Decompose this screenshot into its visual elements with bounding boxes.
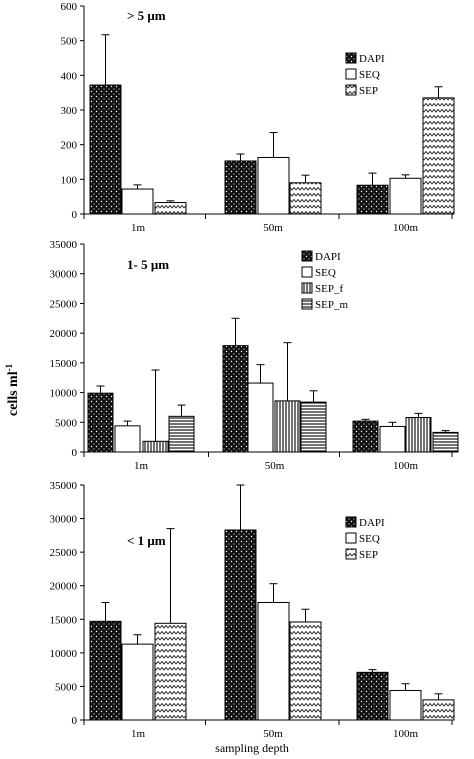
bar-seq-100m <box>389 177 422 215</box>
panel-title: 1- 5 μm <box>127 257 169 272</box>
bar-dapi-1m <box>87 392 114 453</box>
y-tick-label: 400 <box>61 70 78 82</box>
y-tick-label: 10000 <box>50 388 78 400</box>
y-tick-label: 500 <box>61 36 78 48</box>
bar-sep-m-50m <box>300 401 327 453</box>
y-tick-label: 20000 <box>50 328 78 340</box>
panel-1: 0 100 200 300 400 500 600 1m 50m 100m > 5 μm DAPI SE… <box>61 1 455 234</box>
legend-swatch <box>301 250 313 262</box>
bar-dapi-100m <box>356 671 389 721</box>
bar-dapi-50m <box>222 345 249 453</box>
y-tick-label: 35000 <box>50 480 78 492</box>
x-category-label: 50m <box>263 728 283 740</box>
legend-swatch <box>345 52 357 64</box>
bar-dapi-1m <box>89 620 122 721</box>
legend-swatch <box>345 84 357 96</box>
x-category-label: 100m <box>393 222 419 234</box>
legend-swatch <box>301 266 313 278</box>
y-tick-label: 15000 <box>50 358 78 370</box>
y-tick-label: 0 <box>72 209 78 221</box>
y-tick-label: 25000 <box>50 298 78 310</box>
panel-title: > 5 μm <box>127 8 166 23</box>
y-axis-label-main: cells ml <box>6 371 21 416</box>
y-tick-label: 30000 <box>50 514 78 526</box>
legend-swatch <box>345 516 357 528</box>
x-category-label: 50m <box>263 222 283 234</box>
bar-seq-1m <box>114 425 141 453</box>
legend-label: SEQ <box>315 267 336 279</box>
bar-seq-1m <box>121 643 154 721</box>
legend-label: SEQ <box>359 533 380 545</box>
x-category-label: 50m <box>265 460 285 472</box>
x-category-label: 100m <box>393 728 419 740</box>
legend-swatch <box>301 298 313 310</box>
legend-swatch <box>345 68 357 80</box>
legend-swatch <box>345 532 357 544</box>
legend-label: DAPI <box>315 251 341 263</box>
legend-swatch <box>345 548 357 560</box>
legend-label: DAPI <box>359 53 385 65</box>
bar-sep-f-100m <box>405 417 432 453</box>
panel-title: < 1 μm <box>127 533 166 548</box>
y-tick-label: 10000 <box>50 648 78 660</box>
x-axis-label: sampling depth <box>215 741 289 755</box>
legend-label: SEQ <box>359 69 380 81</box>
bar-seq-50m <box>247 382 274 453</box>
y-tick-label: 5000 <box>55 417 78 429</box>
bar-sep-f-50m <box>274 400 301 453</box>
bar-sep-100m <box>422 699 455 721</box>
bar-sep-50m <box>289 182 322 215</box>
x-category-label: 1m <box>131 728 146 740</box>
y-tick-label: 30000 <box>50 269 78 281</box>
y-tick-label: 100 <box>61 174 78 186</box>
legend-label: SEP_m <box>315 299 348 311</box>
bar-seq-50m <box>257 156 290 215</box>
bar-sep-50m <box>289 621 322 721</box>
legend-label: SEP <box>359 549 378 561</box>
legend-label: SEP_f <box>315 283 343 295</box>
y-axis-label: cells ml-1 <box>4 363 21 416</box>
bar-sep-m-100m <box>432 431 459 453</box>
x-category-label: 1m <box>134 460 149 472</box>
legend-label: SEP <box>359 85 378 97</box>
y-axis-label-superscript: -1 <box>4 363 14 371</box>
y-tick-label: 35000 <box>50 239 78 251</box>
bar-dapi-50m <box>224 529 257 721</box>
y-tick-label: 300 <box>61 105 78 117</box>
y-tick-label: 0 <box>72 447 78 459</box>
bar-dapi-50m <box>224 160 257 215</box>
y-tick-label: 25000 <box>50 547 78 559</box>
legend-swatch <box>301 282 313 294</box>
bar-dapi-1m <box>89 84 122 215</box>
bar-dapi-100m <box>352 420 379 453</box>
y-tick-label: 600 <box>61 1 78 13</box>
x-category-label: 100m <box>393 460 419 472</box>
bar-seq-100m <box>389 689 422 721</box>
bar-sep-f-1m <box>142 440 169 453</box>
bar-dapi-100m <box>356 184 389 215</box>
y-tick-label: 5000 <box>55 681 78 693</box>
x-category-label: 1m <box>131 222 146 234</box>
y-tick-label: 200 <box>61 140 78 152</box>
bar-seq-1m <box>121 188 154 215</box>
bar-sep-m-1m <box>168 415 195 453</box>
panel-3: 0 5000 10000 15000 20000 25000 30000 35000 1m 50m… <box>50 480 455 740</box>
bar-seq-50m <box>257 602 290 721</box>
y-tick-label: 15000 <box>50 614 78 626</box>
bar-sep-1m <box>154 622 187 721</box>
y-tick-label: 0 <box>72 715 78 727</box>
bar-sep-1m <box>154 202 187 215</box>
bar-seq-100m <box>379 425 406 453</box>
bar-sep-100m <box>422 97 455 215</box>
legend-label: DAPI <box>359 517 385 529</box>
panel-2: 0 5000 10000 15000 20000 25000 30000 35000 1m 50m… <box>50 239 459 472</box>
y-tick-label: 20000 <box>50 581 78 593</box>
